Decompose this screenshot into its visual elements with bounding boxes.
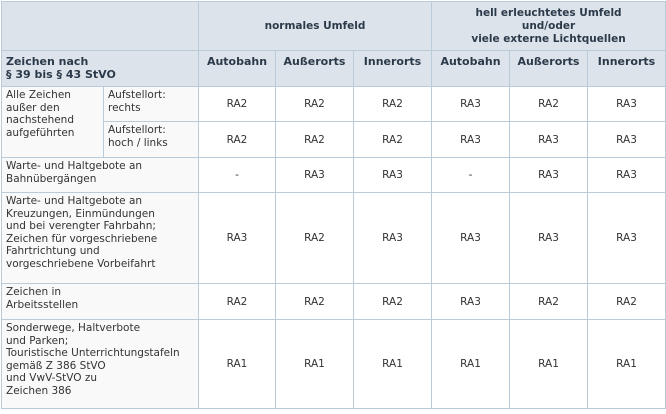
row-title-header: Zeichen nach § 39 bis § 43 StVO [1,50,199,87]
col-header-innerorts-bright: Innerorts [587,50,666,87]
table-row: Warte- und Haltgebote an Bahnübergängen … [1,157,666,193]
table-cell: RA3 [431,192,511,284]
col-header-autobahn-bright: Autobahn [431,50,511,87]
table-cell: RA2 [198,121,276,158]
table-cell: RA3 [431,283,511,320]
table-cell: RA3 [352,157,433,193]
table-row: Aufstellort: hoch / links RA2 RA2 RA2 RA… [2,121,666,158]
row-label-sonderwege: Sonderwege, Haltverbote und Parken; Tour… [1,319,199,409]
table-cell: RA1 [352,319,433,409]
table-cell: - [198,157,276,193]
table-cell: RA3 [352,192,433,284]
header-corner-cell [1,1,199,51]
table-cell: RA1 [431,319,511,409]
table-cell: RA1 [587,319,666,409]
table-cell: RA2 [275,283,354,320]
row-label-arbeitsstellen: Zeichen in Arbeitsstellen [1,283,199,320]
table-cell: RA1 [198,319,276,409]
table-cell: RA2 [275,86,354,122]
sub-label-rechts: Aufstellort: rechts [103,86,199,122]
table-cell: RA3 [198,192,276,284]
table-cell: RA3 [587,192,666,284]
row-label-kreuzungen: Warte- und Haltgebote an Kreuzungen, Ein… [1,192,199,284]
col-header-ausserorts-normal: Außerorts [275,50,354,87]
table-cell: RA2 [509,86,589,122]
table-row: Alle Zeichen außer den nachstehend aufge… [1,86,666,158]
table-cell: RA2 [198,86,276,122]
table-cell: RA2 [275,192,354,284]
row-label-alle-zeichen: Alle Zeichen außer den nachstehend aufge… [1,86,104,158]
table-cell: RA2 [352,283,433,320]
table-cell: - [431,157,511,193]
table-cell: RA1 [275,319,354,409]
header-group-row: normales Umfeld hell erleuchtetes Umfeld… [1,1,666,51]
table-cell: RA3 [587,121,666,158]
row-label-bahnuebergaenge: Warte- und Haltgebote an Bahnübergängen [1,157,199,193]
table-cell: RA3 [275,157,354,193]
header-column-row: Zeichen nach § 39 bis § 43 StVO Autobahn… [1,50,666,87]
col-header-autobahn-normal: Autobahn [198,50,276,87]
table-cell: RA2 [275,121,354,158]
table-cell: RA2 [352,86,433,122]
table-cell: RA3 [431,86,511,122]
table-cell: RA2 [352,121,433,158]
table-cell: RA2 [587,283,666,320]
group-normal-header: normales Umfeld [197,1,433,51]
table-cell: RA3 [431,121,511,158]
table-cell: RA1 [509,319,589,409]
table-cell: RA3 [509,121,589,158]
table-row: Zeichen in Arbeitsstellen RA2 RA2 RA2 RA… [1,283,666,320]
col-header-innerorts-normal: Innerorts [352,50,433,87]
table-cell: RA3 [509,157,589,193]
sub-label-hoch-links: Aufstellort: hoch / links [103,121,199,158]
table-cell: RA2 [509,283,589,320]
table-cell: RA3 [509,192,589,284]
table-cell: RA3 [587,86,666,122]
table-row: Warte- und Haltgebote an Kreuzungen, Ein… [1,192,666,284]
table-cell: RA2 [198,283,276,320]
col-header-ausserorts-bright: Außerorts [509,50,589,87]
table-cell: RA3 [587,157,666,193]
table-row: Sonderwege, Haltverbote und Parken; Tour… [1,319,666,409]
group-bright-header: hell erleuchtetes Umfeld und/oder viele … [431,1,666,51]
